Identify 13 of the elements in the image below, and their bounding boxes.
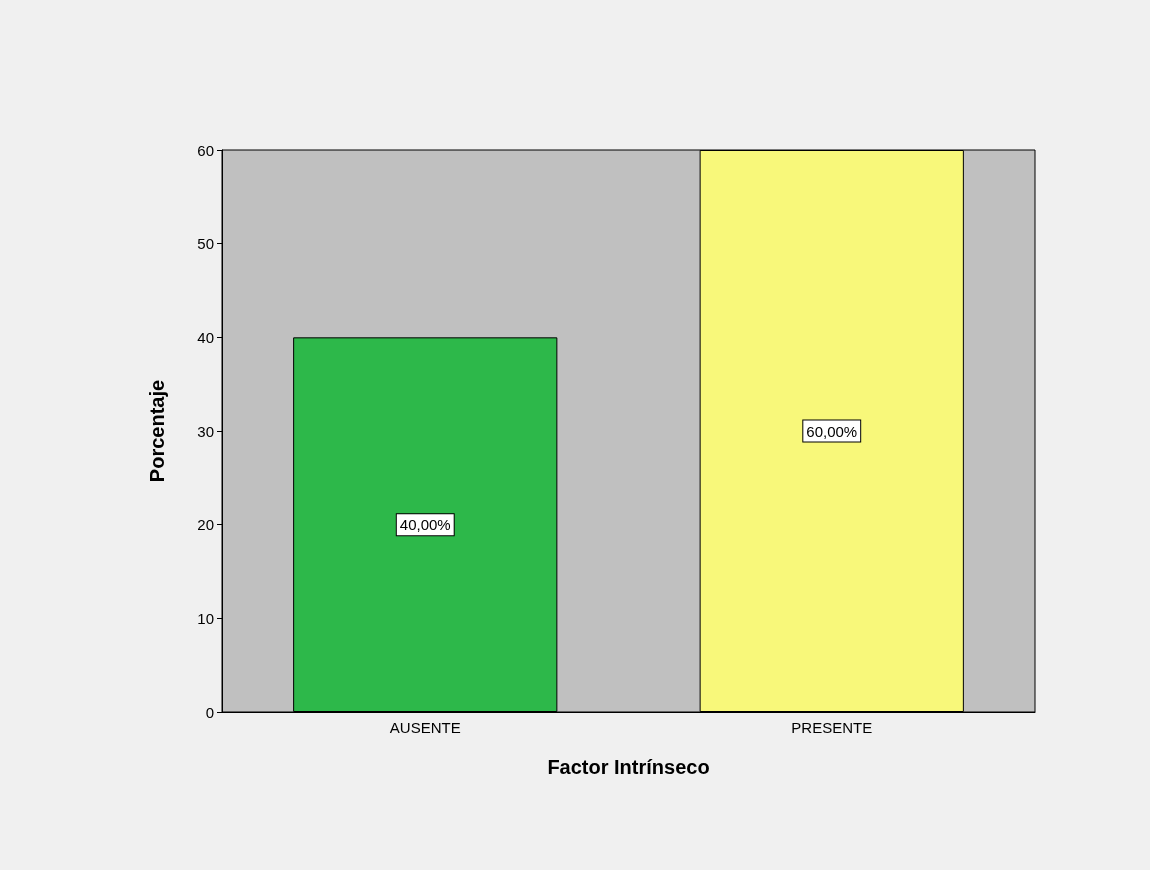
y-tick-label: 30 xyxy=(197,422,214,440)
y-tick-label: 20 xyxy=(197,516,214,534)
x-axis-title: Factor Intrínseco xyxy=(547,756,710,778)
y-tick-label: 40 xyxy=(197,328,214,346)
x-tick-label: PRESENTE xyxy=(791,719,873,736)
data-label: 40,00% xyxy=(399,516,451,534)
y-tick-label: 0 xyxy=(205,703,214,721)
y-axis-title: Porcentaje xyxy=(146,379,168,483)
y-tick-label: 60 xyxy=(197,141,214,159)
data-label: 60,00% xyxy=(806,422,858,440)
x-tick-label: AUSENTE xyxy=(389,719,461,736)
y-tick-label: 10 xyxy=(197,609,214,627)
y-tick-label: 50 xyxy=(197,235,214,253)
